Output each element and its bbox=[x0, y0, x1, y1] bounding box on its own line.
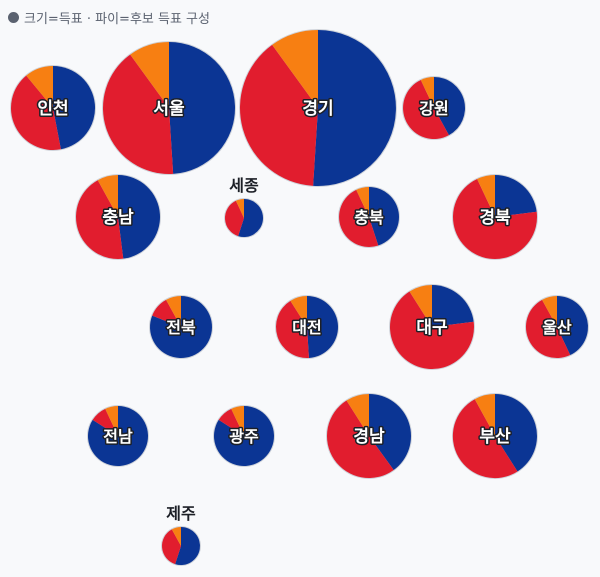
pie-slice-orange bbox=[356, 187, 369, 217]
pie-slice-orange bbox=[26, 66, 53, 108]
pie-slice-orange bbox=[542, 296, 557, 327]
region-pie-경남: 경남 bbox=[326, 393, 412, 479]
region-pie-인천: 인천 bbox=[10, 65, 96, 151]
pie-slice-blue bbox=[557, 296, 589, 356]
region-pie-제주: 제주 bbox=[161, 504, 201, 566]
pie-slice-red bbox=[152, 299, 181, 327]
pie-slice-red bbox=[92, 408, 118, 436]
pie-slice-blue bbox=[150, 295, 213, 358]
pie-slice-orange bbox=[346, 394, 369, 436]
region-label: 전남 bbox=[103, 427, 133, 446]
pie-slice-orange bbox=[105, 406, 118, 436]
pie-slice-red bbox=[239, 44, 318, 186]
pie-slice-blue bbox=[88, 405, 149, 467]
region-label: 제주 bbox=[166, 504, 196, 523]
pie-slice-orange bbox=[231, 406, 244, 436]
pie-slice-orange bbox=[235, 199, 244, 218]
region-pie-대전: 대전 bbox=[275, 295, 339, 359]
pie-slice-blue bbox=[369, 394, 412, 470]
region-pie-전북: 전북 bbox=[149, 295, 213, 359]
region-label: 충북 bbox=[354, 208, 384, 227]
pie-slice-red bbox=[453, 179, 538, 260]
pie-slice-red bbox=[390, 291, 475, 370]
region-label: 대전 bbox=[292, 318, 321, 337]
pie-slice-blue bbox=[214, 405, 275, 466]
region-label: 충남 bbox=[102, 208, 134, 228]
region-pie-강원: 강원 bbox=[402, 76, 466, 140]
region-pie-서울: 서울 bbox=[102, 41, 236, 175]
region-pie-경북: 경북 bbox=[452, 174, 538, 260]
region-label: 광주 bbox=[229, 427, 259, 446]
pie-slice-red bbox=[225, 200, 244, 237]
pie-slice-orange bbox=[409, 285, 432, 327]
pie-slice-orange bbox=[272, 30, 318, 108]
pie-slice-red bbox=[102, 54, 174, 175]
region-label: 울산 bbox=[542, 318, 572, 337]
region-pie-전남: 전남 bbox=[87, 405, 149, 467]
pie-slice-red bbox=[403, 79, 449, 139]
circle-dot-icon bbox=[8, 12, 19, 23]
pie-slice-blue bbox=[495, 175, 537, 217]
pie-slice-red bbox=[10, 75, 61, 151]
pie-slice-blue bbox=[434, 77, 466, 136]
region-label: 부산 bbox=[479, 427, 511, 447]
region-label: 서울 bbox=[153, 99, 185, 119]
region-pie-충북: 충북 bbox=[338, 186, 400, 248]
pie-slice-orange bbox=[171, 527, 181, 546]
region-label: 경남 bbox=[353, 427, 385, 447]
pie-slice-blue bbox=[369, 187, 399, 246]
pie-slice-orange bbox=[166, 296, 181, 327]
pie-slice-blue bbox=[238, 199, 264, 238]
pie-slice-blue bbox=[175, 527, 201, 565]
legend: 크기=득표 · 파이=후보 득표 구성 bbox=[8, 8, 210, 27]
region-pie-부산: 부산 bbox=[452, 393, 538, 479]
pie-slice-orange bbox=[130, 41, 169, 108]
region-pie-광주: 광주 bbox=[213, 405, 275, 467]
pie-slice-blue bbox=[307, 296, 339, 358]
region-label: 강원 bbox=[419, 99, 448, 118]
region-pie-충남: 충남 bbox=[75, 174, 161, 260]
pie-slice-blue bbox=[53, 65, 96, 150]
region-pie-울산: 울산 bbox=[525, 295, 589, 359]
pie-slice-red bbox=[525, 299, 571, 359]
pie-slice-blue bbox=[118, 175, 161, 259]
pie-slice-red bbox=[218, 408, 244, 436]
region-label: 세종 bbox=[229, 176, 259, 195]
region-pie-세종: 세종 bbox=[224, 176, 264, 238]
pie-slice-blue bbox=[432, 285, 474, 327]
pie-slice-orange bbox=[474, 394, 495, 436]
pie-slice-red bbox=[326, 400, 394, 479]
pie-slice-orange bbox=[290, 296, 307, 327]
region-label: 대구 bbox=[416, 318, 448, 338]
pie-slice-blue bbox=[495, 394, 537, 472]
region-label: 전북 bbox=[166, 318, 196, 337]
region-label: 인천 bbox=[37, 99, 68, 119]
region-label: 경기 bbox=[302, 99, 333, 119]
pie-slice-orange bbox=[97, 175, 118, 217]
pie-slice-red bbox=[339, 189, 379, 247]
region-pie-경기: 경기 bbox=[239, 29, 397, 187]
region-label: 경북 bbox=[479, 208, 511, 228]
region-pie-대구: 대구 bbox=[389, 284, 475, 370]
pie-slice-red bbox=[276, 300, 309, 359]
pie-slice-blue bbox=[313, 30, 396, 186]
pie-slice-red bbox=[452, 399, 518, 479]
pie-slice-orange bbox=[420, 77, 434, 108]
pie-slice-red bbox=[162, 529, 181, 565]
pie-slice-red bbox=[76, 180, 124, 259]
legend-text: 크기=득표 · 파이=후보 득표 구성 bbox=[24, 12, 210, 27]
pie-slice-blue bbox=[169, 42, 235, 174]
pie-slice-orange bbox=[477, 175, 495, 217]
